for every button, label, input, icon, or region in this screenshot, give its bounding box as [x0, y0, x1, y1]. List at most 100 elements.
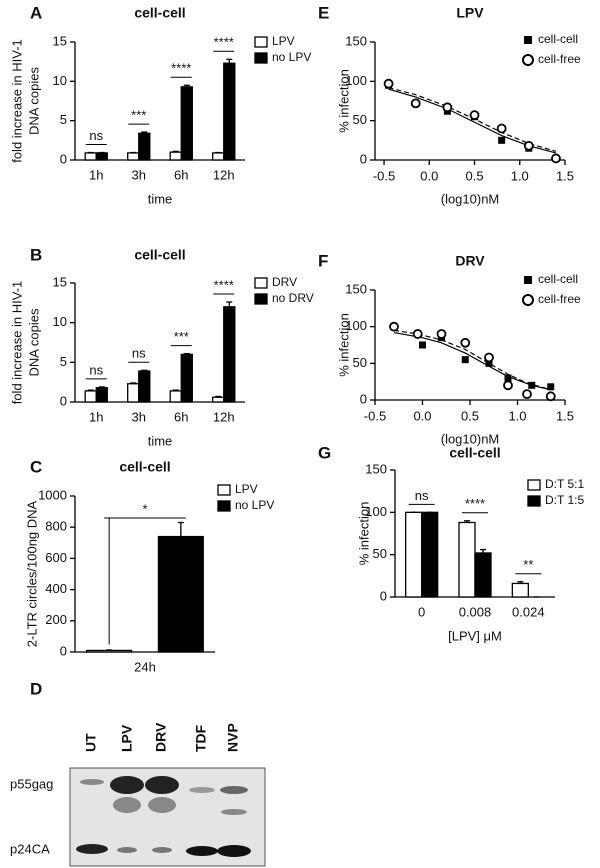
- band-label: p55gag: [10, 776, 53, 791]
- band: [145, 776, 179, 794]
- y-tick-label: 10: [53, 314, 67, 329]
- bar: [84, 390, 97, 403]
- significance-label: *: [142, 501, 147, 516]
- chart-title: LPV: [456, 5, 484, 21]
- point: [389, 321, 399, 332]
- bar: [95, 387, 108, 403]
- legend-label: LPV: [235, 482, 258, 496]
- x-tick-label: 6h: [174, 167, 188, 182]
- y-tick-label: 400: [45, 581, 67, 596]
- bar: [511, 582, 529, 598]
- y-tick-label: 100: [365, 504, 387, 519]
- blot: UT LPV DRV TDF NVP p55gag p24CA: [10, 722, 266, 867]
- x-tick-label: 1.0: [511, 168, 529, 183]
- panel-letter: F: [318, 251, 328, 270]
- point: [498, 136, 506, 144]
- bar: [138, 370, 151, 403]
- chart-title: cell-cell: [134, 5, 185, 21]
- bar: [212, 396, 225, 403]
- significance-label: ****: [214, 277, 234, 292]
- legend-swatch: [527, 495, 541, 507]
- y-axis-label: fold increase in HIV-1: [9, 39, 24, 163]
- legend-label: LPV: [272, 34, 295, 48]
- point: [484, 352, 494, 363]
- legend-label: no LPV: [272, 50, 311, 64]
- bar: [127, 152, 140, 161]
- significance-label: ns: [415, 488, 429, 503]
- x-tick-label: 3h: [132, 167, 146, 182]
- band: [186, 846, 218, 856]
- y-tick-label: 0: [60, 393, 67, 408]
- band: [110, 776, 144, 794]
- y-axis-label: 2-LTR circles/100ng DNA: [24, 500, 39, 647]
- chart-title: DRV: [455, 253, 485, 269]
- band: [220, 786, 248, 794]
- y-axis-label: % infection: [356, 502, 371, 566]
- x-tick-label: 12h: [213, 167, 235, 182]
- legend-label: D:T 1:5: [545, 493, 584, 507]
- legend-swatch: [527, 479, 541, 491]
- y-axis-label: % infection: [336, 69, 351, 133]
- point: [551, 153, 561, 164]
- legend-marker: [524, 276, 532, 284]
- bar: [223, 62, 236, 161]
- y-tick-label: 0: [60, 151, 67, 166]
- point: [528, 381, 536, 389]
- significance-label: ns: [89, 362, 103, 377]
- legend-swatch: [217, 484, 231, 496]
- point: [461, 356, 469, 364]
- x-tick-label: 1.5: [556, 168, 574, 183]
- y-tick-label: 5: [60, 112, 67, 127]
- band: [152, 847, 172, 853]
- lane-label: NVP: [225, 723, 241, 752]
- point: [410, 98, 421, 109]
- band: [80, 779, 104, 785]
- x-tick-label: 1h: [89, 167, 103, 182]
- bar: [157, 535, 204, 653]
- bar: [84, 152, 97, 161]
- y-tick-label: 0: [360, 151, 367, 166]
- x-tick-label: 0.024: [512, 604, 545, 619]
- point: [545, 391, 556, 402]
- significance-label: ****: [171, 61, 191, 76]
- y-axis-label: DNA copies: [26, 308, 41, 376]
- legend-swatch: [254, 293, 268, 305]
- band: [76, 844, 108, 854]
- bar: [458, 521, 476, 598]
- y-axis-label: DNA copies: [26, 67, 41, 135]
- x-tick-label: 0.5: [461, 408, 479, 423]
- significance-label: **: [523, 557, 533, 572]
- y-tick-label: 50: [373, 546, 387, 561]
- point: [547, 383, 555, 391]
- y-tick-label: 15: [53, 274, 67, 289]
- x-axis-label: time: [148, 433, 173, 448]
- legend-label: cell-cell: [538, 32, 578, 46]
- bar: [212, 152, 225, 161]
- y-tick-label: 800: [45, 519, 67, 534]
- y-tick-label: 15: [53, 33, 67, 48]
- point: [442, 102, 453, 113]
- panel-letter: E: [318, 3, 329, 22]
- bar: [405, 511, 423, 598]
- chart-title: cell-cell: [134, 247, 185, 263]
- x-tick-label: 0.008: [459, 604, 492, 619]
- y-tick-label: 600: [45, 550, 67, 565]
- x-tick-label: 1h: [89, 409, 103, 424]
- bar: [138, 132, 151, 161]
- point: [460, 337, 471, 348]
- x-axis-label: [LPV] μM: [448, 628, 502, 643]
- point: [504, 374, 512, 382]
- legend-swatch: [217, 500, 231, 512]
- legend-label: cell-free: [538, 292, 581, 306]
- point: [469, 110, 480, 121]
- y-tick-label: 50: [353, 355, 367, 370]
- significance-label: ****: [214, 35, 234, 50]
- legend-label: no DRV: [272, 291, 314, 305]
- x-tick-label: 6h: [174, 409, 188, 424]
- panel-letter: B: [30, 245, 42, 264]
- lane-label: DRV: [153, 722, 169, 752]
- legend-marker: [522, 54, 534, 66]
- significance-label: ****: [465, 496, 485, 511]
- bar: [95, 152, 108, 161]
